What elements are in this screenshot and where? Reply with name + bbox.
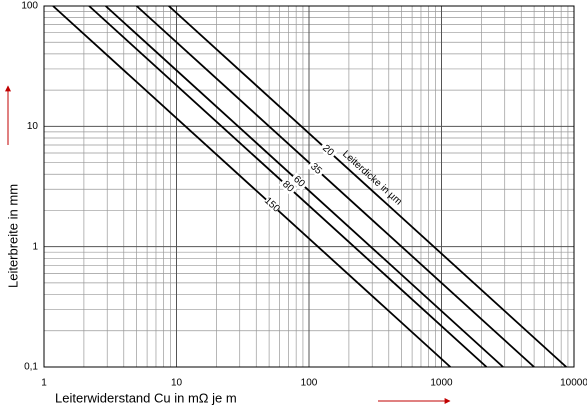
x-axis-title: Leiterwiderstand Cu in mΩ je m xyxy=(55,390,237,405)
series-line xyxy=(168,5,567,368)
x-tick-label: 1000 xyxy=(430,378,453,389)
series-label-bg xyxy=(262,195,282,215)
x-tick-label: 100 xyxy=(301,378,318,389)
series-line xyxy=(52,5,451,368)
y-tick-label: 100 xyxy=(21,1,38,12)
grid xyxy=(43,5,575,368)
x-tick-label: 10000 xyxy=(560,378,587,389)
series-label-bg xyxy=(278,177,298,196)
y-tick-label: 0,1 xyxy=(24,362,38,373)
series-label-bg xyxy=(318,141,338,160)
series-line xyxy=(136,5,535,368)
series-label-bg xyxy=(306,159,326,178)
y-tick-label: 10 xyxy=(27,121,39,132)
y-tick-label: 1 xyxy=(32,241,38,252)
plot-frame xyxy=(43,5,575,368)
x-tick-label: 10 xyxy=(171,378,183,389)
series-label-bg xyxy=(289,172,309,191)
x-tick-label: 1 xyxy=(41,378,47,389)
y-axis-title: Leiterbreite in mm xyxy=(5,184,20,288)
lines xyxy=(52,5,567,368)
